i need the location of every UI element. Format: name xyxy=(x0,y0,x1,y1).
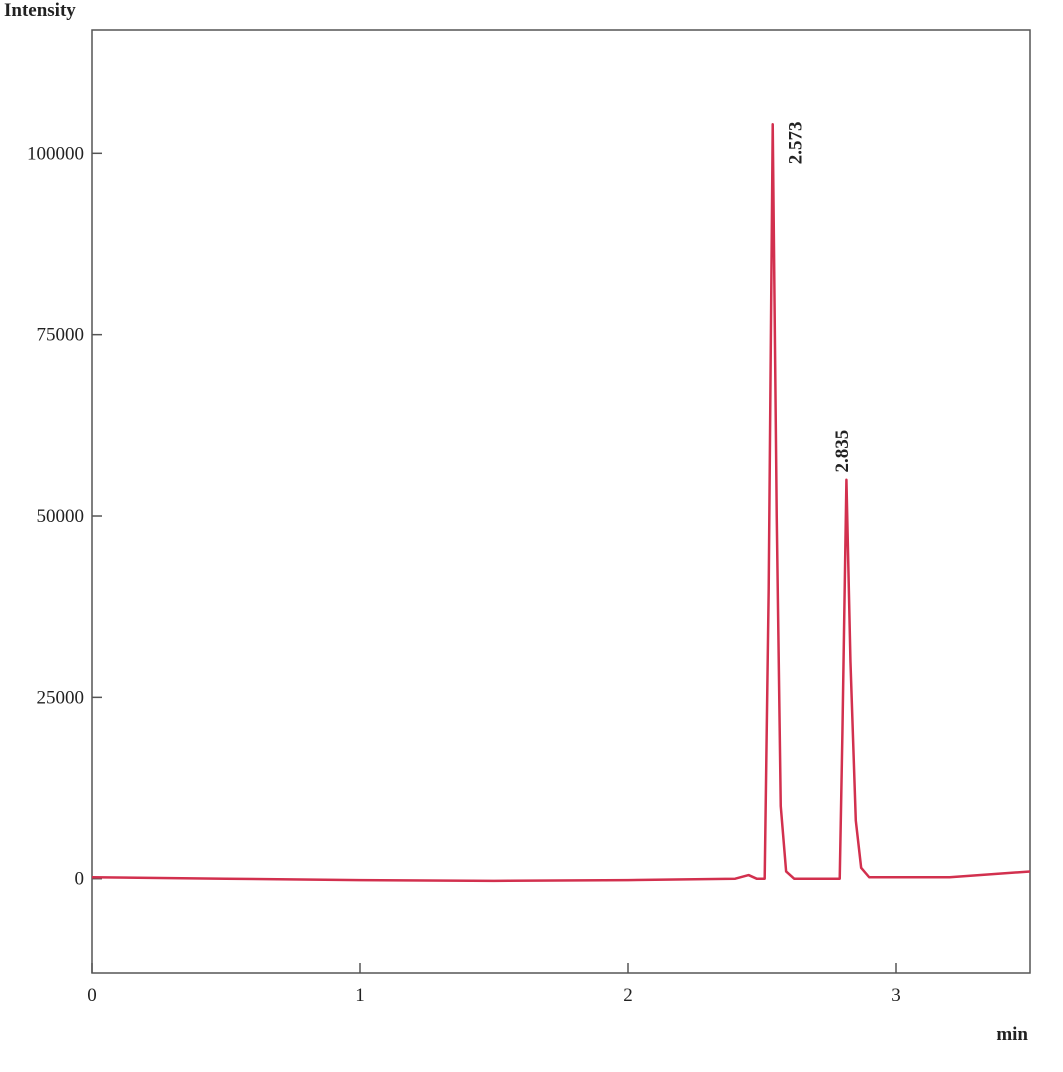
x-tick-label: 2 xyxy=(623,985,633,1006)
x-axis-label: min xyxy=(996,1024,1028,1045)
peak-label: 2.573 xyxy=(785,121,806,164)
plot-frame xyxy=(91,29,1031,974)
y-tick-label: 0 xyxy=(75,869,85,890)
x-tick-label: 1 xyxy=(355,985,365,1006)
x-tick-label: 0 xyxy=(87,985,97,1006)
y-tick-label: 50000 xyxy=(37,506,85,527)
x-tick-label: 3 xyxy=(891,985,901,1006)
y-axis-label: Intensity xyxy=(4,0,76,21)
y-tick-label: 100000 xyxy=(27,143,84,164)
data-line xyxy=(91,123,1031,883)
y-tick-label: 25000 xyxy=(37,687,85,708)
peak-label: 2.835 xyxy=(832,430,853,473)
y-tick-label: 75000 xyxy=(37,325,85,346)
